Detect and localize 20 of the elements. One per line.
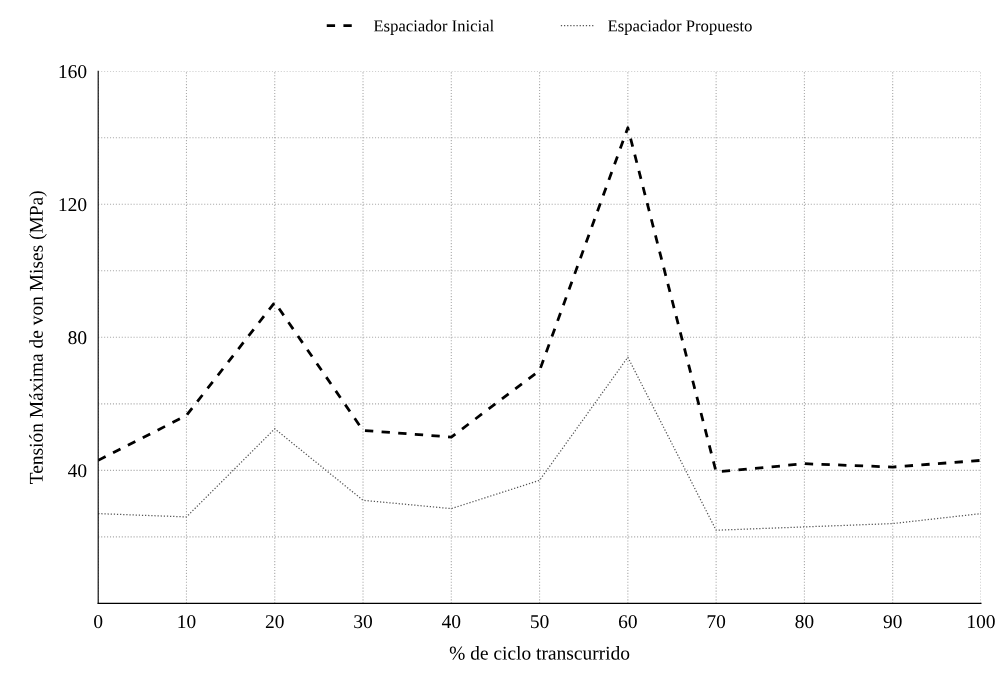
line-series (98, 356, 981, 531)
x-tick-label: 50 (530, 615, 549, 629)
x-tick-label: 60 (618, 615, 637, 629)
x-tick-label: 20 (265, 615, 284, 629)
y-tick-label: 120 (59, 198, 87, 212)
x-tick-label: 10 (178, 615, 196, 629)
y-tick-label: 40 (68, 464, 87, 478)
legend-label: Espaciador Propuesto (608, 19, 752, 35)
y-tick-label: 160 (59, 65, 87, 79)
x-tick-label: 30 (354, 615, 373, 629)
x-tick-label: 40 (441, 615, 461, 629)
x-tick-label: 80 (795, 615, 814, 629)
x-tick-label: 100 (968, 615, 995, 629)
x-tick-label: 0 (94, 615, 103, 629)
legend-label: Espaciador Inicial (373, 19, 494, 35)
y-axis-title: Tensión Máxima de von Mises (MPa) (29, 191, 47, 484)
x-axis-title: % de ciclo transcurrido (449, 646, 630, 660)
x-tick-label: 70 (707, 615, 726, 629)
x-tick-label: 90 (883, 615, 902, 629)
y-tick-label: 80 (68, 331, 87, 345)
